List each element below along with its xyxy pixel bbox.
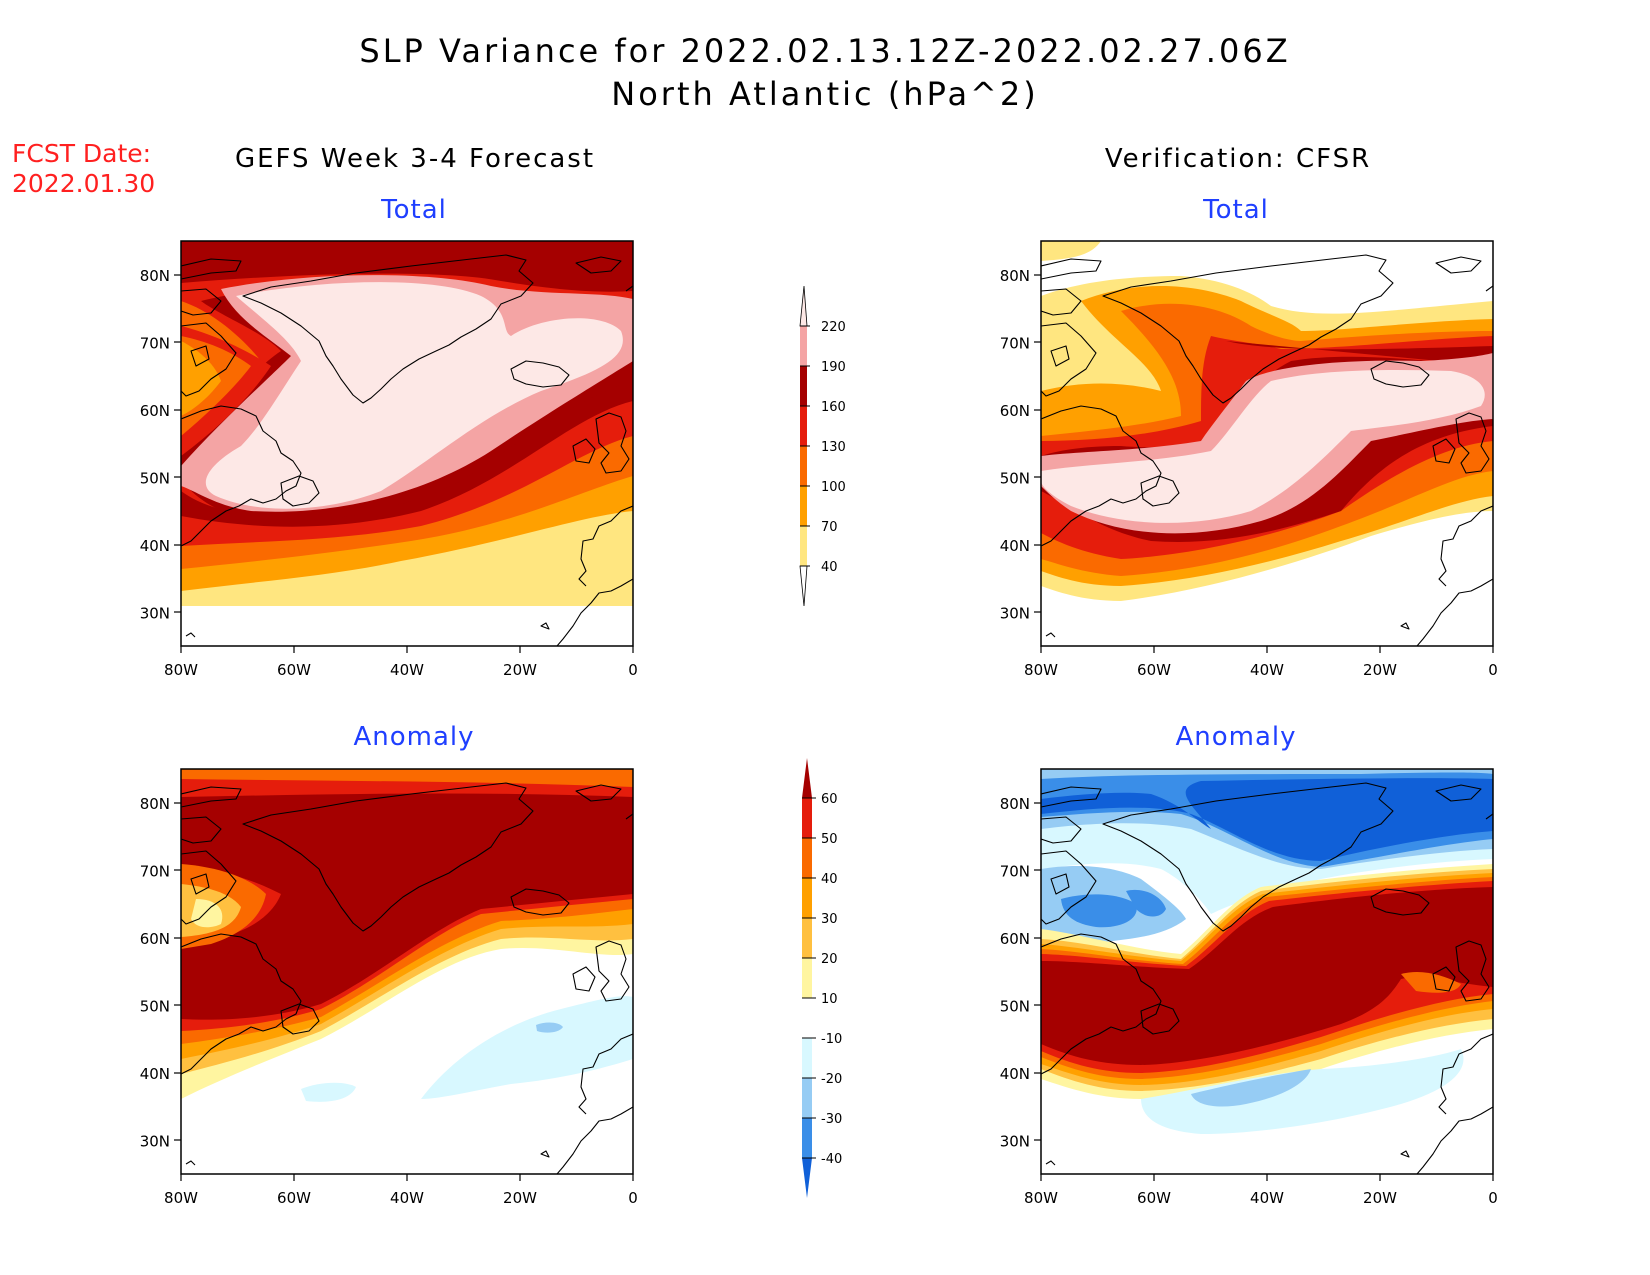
colorbar-anomaly-label-neg40: -40 bbox=[821, 1152, 842, 1167]
lat-tick-label-gefs-total: 70N bbox=[140, 334, 170, 352]
lon-tick-label-gefs-total: 40W bbox=[390, 661, 424, 679]
map-panel-gefs-anomaly bbox=[173, 768, 634, 1182]
lon-tick-label-cfsr-total: 60W bbox=[1137, 661, 1171, 679]
lon-tick-label-cfsr-anomaly: 20W bbox=[1363, 1189, 1397, 1207]
lon-tick-label-gefs-anomaly: 20W bbox=[503, 1189, 537, 1207]
lat-tick-label-gefs-anomaly: 30N bbox=[140, 1132, 170, 1150]
panel-subtitle-cfsr-anomaly: Anomaly bbox=[1175, 722, 1296, 752]
lat-tick-label-cfsr-total: 50N bbox=[1000, 469, 1030, 487]
lon-tick-label-cfsr-anomaly: 0 bbox=[1488, 1189, 1498, 1207]
lon-tick-label-cfsr-total: 0 bbox=[1488, 661, 1498, 679]
column-title-forecast: GEFS Week 3-4 Forecast bbox=[235, 144, 595, 174]
lon-tick-label-gefs-anomaly: 60W bbox=[277, 1189, 311, 1207]
lon-tick-label-gefs-total: 20W bbox=[503, 661, 537, 679]
figure-title-line2: North Atlantic (hPa^2) bbox=[611, 75, 1038, 113]
lon-tick-label-cfsr-anomaly: 60W bbox=[1137, 1189, 1171, 1207]
colorbar-total-label-130: 130 bbox=[821, 440, 846, 455]
lon-tick-label-gefs-anomaly: 80W bbox=[164, 1189, 198, 1207]
lat-tick-label-cfsr-total: 70N bbox=[1000, 334, 1030, 352]
lat-tick-label-cfsr-anomaly: 40N bbox=[1000, 1065, 1030, 1083]
fcst-date-value: 2022.01.30 bbox=[12, 169, 155, 198]
lat-tick-label-cfsr-anomaly: 50N bbox=[1000, 997, 1030, 1015]
lon-tick-label-cfsr-anomaly: 40W bbox=[1250, 1189, 1284, 1207]
colorbar-total-label-100: 100 bbox=[821, 480, 846, 495]
fcst-date-label: FCST Date: bbox=[12, 139, 151, 168]
lon-tick-label-gefs-total: 60W bbox=[277, 661, 311, 679]
lat-tick-label-cfsr-anomaly: 30N bbox=[1000, 1132, 1030, 1150]
colorbar-anomaly-label-40: 40 bbox=[821, 872, 838, 887]
lon-tick-label-cfsr-total: 80W bbox=[1024, 661, 1058, 679]
colorbar-anomaly: 60 50 40 30 20 10 -10 -20 -30 -40 bbox=[802, 758, 842, 1198]
lat-tick-label-gefs-total: 80N bbox=[140, 267, 170, 285]
colorbar-anomaly-label-60: 60 bbox=[821, 792, 838, 807]
map-panel-gefs-total bbox=[173, 240, 634, 654]
colorbar-total-label-160: 160 bbox=[821, 400, 846, 415]
lat-tick-label-cfsr-total: 60N bbox=[1000, 402, 1030, 420]
column-title-verification: Verification: CFSR bbox=[1105, 144, 1371, 174]
colorbar-anomaly-label-neg10: -10 bbox=[821, 1032, 842, 1047]
lat-tick-label-gefs-total: 30N bbox=[140, 604, 170, 622]
colorbar-anomaly-label-neg30: -30 bbox=[821, 1112, 842, 1127]
lat-tick-label-gefs-anomaly: 70N bbox=[140, 862, 170, 880]
lon-tick-label-cfsr-total: 20W bbox=[1363, 661, 1397, 679]
lat-tick-label-gefs-anomaly: 60N bbox=[140, 930, 170, 948]
panel-subtitle-cfsr-total: Total bbox=[1202, 195, 1269, 225]
colorbar-anomaly-label-20: 20 bbox=[821, 952, 838, 967]
lat-tick-label-gefs-total: 40N bbox=[140, 537, 170, 555]
lat-tick-label-gefs-anomaly: 80N bbox=[140, 795, 170, 813]
colorbar-anomaly-label-neg20: -20 bbox=[821, 1072, 842, 1087]
colorbar-total-label-40: 40 bbox=[821, 560, 838, 575]
colorbar-anomaly-label-10: 10 bbox=[821, 992, 838, 1007]
lat-tick-label-gefs-total: 50N bbox=[140, 469, 170, 487]
panel-subtitle-gefs-anomaly: Anomaly bbox=[353, 722, 474, 752]
colorbar-total-label-190: 190 bbox=[821, 360, 846, 375]
colorbar-anomaly-label-50: 50 bbox=[821, 832, 838, 847]
lat-tick-label-gefs-anomaly: 50N bbox=[140, 997, 170, 1015]
colorbar-total-label-220: 220 bbox=[821, 320, 846, 335]
lon-tick-label-gefs-total: 80W bbox=[164, 661, 198, 679]
colorbar-total-label-70: 70 bbox=[821, 520, 838, 535]
lat-tick-label-cfsr-total: 40N bbox=[1000, 537, 1030, 555]
figure-title-line1: SLP Variance for 2022.02.13.12Z-2022.02.… bbox=[359, 32, 1290, 70]
lon-tick-label-gefs-total: 0 bbox=[628, 661, 638, 679]
lat-tick-label-cfsr-anomaly: 80N bbox=[1000, 795, 1030, 813]
colorbar-anomaly-label-30: 30 bbox=[821, 912, 838, 927]
map-panel-cfsr-anomaly bbox=[1033, 768, 1494, 1182]
lon-tick-label-gefs-anomaly: 0 bbox=[628, 1189, 638, 1207]
lat-tick-label-cfsr-total: 80N bbox=[1000, 267, 1030, 285]
lon-tick-label-cfsr-total: 40W bbox=[1250, 661, 1284, 679]
lat-tick-label-gefs-total: 60N bbox=[140, 402, 170, 420]
lat-tick-label-cfsr-total: 30N bbox=[1000, 604, 1030, 622]
axis-tick-labels: 80W 60W 40W 20W 0 80N 70N 60N 50N 40N 30N 80W 60W 40W… bbox=[140, 267, 1498, 1207]
lat-tick-label-gefs-anomaly: 40N bbox=[140, 1065, 170, 1083]
lon-tick-label-gefs-anomaly: 40W bbox=[390, 1189, 424, 1207]
lon-tick-label-cfsr-anomaly: 80W bbox=[1024, 1189, 1058, 1207]
map-panel-cfsr-total bbox=[1033, 240, 1494, 654]
lat-tick-label-cfsr-anomaly: 60N bbox=[1000, 930, 1030, 948]
colorbar-total: 220 190 160 130 100 70 40 bbox=[799, 285, 846, 607]
lat-tick-label-cfsr-anomaly: 70N bbox=[1000, 862, 1030, 880]
panel-subtitle-gefs-total: Total bbox=[380, 195, 447, 225]
